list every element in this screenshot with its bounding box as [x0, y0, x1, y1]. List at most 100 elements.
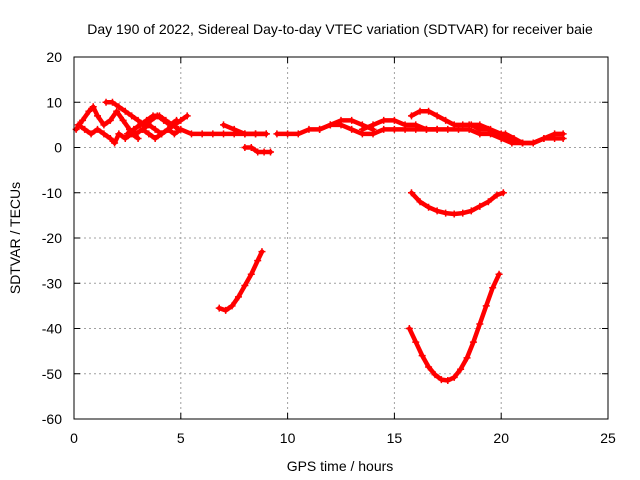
data-point — [108, 98, 116, 106]
data-point — [390, 125, 398, 133]
data-point — [442, 116, 450, 124]
data-point — [476, 320, 484, 328]
data-point — [158, 130, 166, 138]
y-tick-label: 20 — [46, 49, 62, 65]
data-point — [305, 125, 313, 133]
data-point — [425, 363, 433, 371]
x-tick-label: 0 — [70, 430, 78, 446]
data-point — [465, 121, 473, 129]
data-point — [262, 130, 270, 138]
data-point — [209, 130, 217, 138]
data-point — [230, 125, 238, 133]
data-point — [294, 130, 302, 138]
data-point — [380, 116, 388, 124]
data-point — [149, 112, 157, 120]
data-point — [254, 148, 262, 156]
data-point — [145, 130, 153, 138]
data-point — [425, 203, 433, 211]
data-point — [369, 121, 377, 129]
data-point — [81, 125, 89, 133]
data-point — [431, 371, 439, 379]
data-point — [390, 116, 398, 124]
grid — [74, 57, 608, 419]
data-point — [493, 191, 501, 199]
data-point — [106, 134, 114, 142]
data-point — [467, 207, 475, 215]
data-point — [348, 116, 356, 124]
data-point — [316, 125, 324, 133]
data-point — [422, 125, 430, 133]
data-point — [459, 121, 467, 129]
data-point — [100, 130, 108, 138]
data-point — [476, 202, 484, 210]
data-point — [170, 130, 178, 138]
data-point — [121, 107, 129, 115]
data-point — [102, 98, 110, 106]
data-point — [380, 125, 388, 133]
data-point — [220, 130, 228, 138]
data-point — [247, 144, 255, 151]
data-point — [254, 257, 262, 265]
data-point — [487, 125, 495, 133]
data-point — [469, 338, 477, 346]
x-axis: 0 5 10 15 20 25 — [70, 57, 616, 446]
data-point — [559, 130, 567, 138]
data-point — [111, 139, 119, 147]
data-point — [482, 302, 490, 310]
data-point — [519, 139, 527, 147]
data-point — [121, 134, 129, 142]
data-point — [358, 125, 366, 133]
data-point — [175, 125, 183, 133]
data-point — [183, 112, 191, 120]
series-arc-3 — [407, 271, 502, 383]
data-point — [187, 130, 195, 138]
data-point — [87, 130, 95, 138]
data-point — [252, 130, 260, 138]
y-tick-label: -40 — [42, 321, 62, 337]
data-point — [459, 209, 467, 217]
data-point — [222, 306, 230, 314]
y-tick-label: -20 — [42, 230, 62, 246]
data-point — [425, 107, 433, 115]
data-point — [74, 121, 82, 129]
series-arc-2 — [409, 190, 506, 217]
data-point — [273, 130, 281, 138]
series-track-i — [317, 118, 376, 132]
data-point — [138, 125, 146, 133]
data-point — [228, 302, 236, 310]
data-point — [89, 103, 97, 111]
data-point — [497, 130, 505, 138]
x-axis-label: GPS time / hours — [287, 458, 394, 474]
data-point — [450, 373, 458, 381]
data-point — [495, 270, 503, 278]
y-tick-label: -10 — [42, 185, 62, 201]
data-point — [260, 148, 268, 156]
data-point — [407, 189, 415, 197]
data-point — [457, 365, 465, 373]
data-point — [529, 139, 537, 147]
data-point — [407, 112, 415, 120]
data-point — [267, 148, 275, 156]
data-point — [348, 125, 356, 133]
data-point — [484, 198, 492, 206]
data-point — [113, 107, 121, 115]
data-point — [241, 282, 249, 290]
data-point — [151, 125, 159, 133]
data-point — [433, 125, 441, 133]
data-point — [444, 377, 452, 385]
data-point — [442, 209, 450, 217]
data-point — [198, 130, 206, 138]
data-point — [128, 112, 136, 120]
y-tick-label: 0 — [54, 140, 62, 156]
data-point — [437, 376, 445, 384]
data-point — [401, 121, 409, 129]
data-point — [433, 207, 441, 215]
x-tick-label: 15 — [387, 430, 403, 446]
x-tick-label: 10 — [280, 430, 296, 446]
data-point — [241, 144, 249, 151]
data-point — [106, 116, 114, 124]
data-point — [489, 284, 497, 292]
x-tick-label: 5 — [177, 430, 185, 446]
data-point — [143, 116, 151, 124]
